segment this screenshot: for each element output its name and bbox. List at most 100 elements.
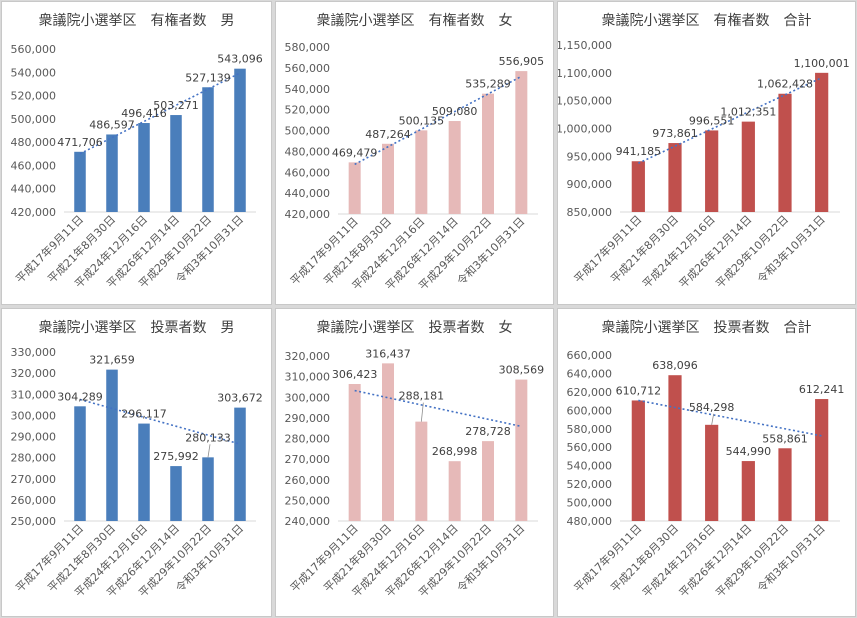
- data-label: 469,479: [332, 146, 378, 159]
- y-tick-label: 300,000: [285, 391, 331, 404]
- data-label: 321,659: [89, 354, 135, 367]
- data-label: 544,990: [726, 445, 772, 458]
- bar: [202, 87, 214, 212]
- y-tick-label: 300,000: [11, 409, 57, 422]
- y-tick-label: 280,000: [285, 433, 331, 446]
- x-axis-ticks: 平成17年9月11日平成21年8月30日平成24年12月16日平成26年12月1…: [571, 521, 828, 599]
- y-tick-label: 500,000: [567, 497, 613, 510]
- bar: [778, 448, 792, 521]
- y-tick-label: 600,000: [567, 404, 613, 417]
- data-label: 612,241: [799, 383, 845, 396]
- y-tick-label: 250,000: [285, 494, 331, 507]
- bars: [74, 369, 246, 521]
- data-label: 1,100,001: [794, 57, 850, 70]
- bar: [815, 72, 829, 212]
- data-label: 306,423: [332, 368, 378, 381]
- data-label: 316,437: [365, 347, 411, 360]
- y-tick-label: 480,000: [567, 515, 613, 528]
- y-tick-label: 500,000: [285, 125, 331, 138]
- y-tick-label: 440,000: [11, 183, 57, 196]
- bar: [668, 375, 682, 521]
- chart-panel-voters-male: 衆議院小選挙区 有権者数 男 420,000 440,000 460,000 480,…: [1, 1, 272, 305]
- trendline: [79, 398, 241, 445]
- bar: [448, 121, 461, 214]
- y-tick-label: 620,000: [567, 386, 613, 399]
- chart-title: 衆議院小選挙区 投票者数 女: [316, 320, 513, 336]
- y-tick-label: 950,000: [567, 150, 613, 163]
- y-tick-label: 460,000: [285, 166, 331, 179]
- chart-panel-voters-total: 衆議院小選挙区 有権者数 合計 850,000 900,000 950,000 1,0…: [557, 1, 856, 305]
- x-tick-label: 令和3年10月31日: [754, 212, 828, 286]
- x-axis-ticks: 平成17年9月11日平成21年8月30日平成24年12月16日平成26年12月1…: [13, 212, 247, 290]
- data-label: 527,139: [185, 71, 231, 84]
- y-tick-label: 310,000: [285, 371, 331, 384]
- data-label: 268,998: [432, 445, 478, 458]
- y-tick-label: 500,000: [11, 113, 57, 126]
- y-tick-label: 640,000: [567, 367, 613, 380]
- bar: [705, 424, 719, 521]
- bar: [382, 363, 394, 521]
- bar: [234, 68, 246, 212]
- y-axis-ticks: 850,000 900,000 950,000 1,000,000 1,050,000 1…: [558, 39, 612, 219]
- bar: [668, 143, 682, 212]
- bar-chart-svg: 250,000 260,000 270,000 280,000 290,000 300,0…: [11, 346, 263, 600]
- data-label: 503,271: [153, 99, 199, 112]
- data-label: 275,992: [153, 450, 199, 463]
- bar: [778, 93, 792, 212]
- bars: [631, 72, 829, 212]
- chart-panel-turnout-male: 衆議院小選挙区 投票者数 男 250,000 260,000 270,000 280,…: [1, 308, 272, 617]
- data-label: 941,185: [616, 145, 662, 158]
- chart-title: 衆議院小選挙区 有権者数 女: [316, 13, 513, 29]
- data-label: 500,135: [399, 114, 445, 127]
- bar: [202, 457, 214, 521]
- bar: [170, 115, 182, 212]
- bar-chart-svg: 420,000 440,000 460,000 480,000 500,000 520,0…: [285, 41, 545, 293]
- data-label: 496,416: [121, 107, 167, 120]
- bar: [106, 369, 118, 521]
- data-label: 543,096: [217, 53, 263, 66]
- chart-panel-turnout-total: 衆議院小選挙区 投票者数 合計 480,000 500,000 520,000 540…: [557, 308, 856, 617]
- data-label: 973,861: [652, 127, 698, 140]
- y-tick-label: 420,000: [285, 208, 331, 221]
- bar: [741, 121, 755, 212]
- bar: [448, 461, 461, 521]
- data-label: 996,551: [689, 114, 735, 127]
- bar: [815, 399, 829, 521]
- y-tick-label: 560,000: [285, 62, 331, 75]
- data-label: 558,861: [762, 432, 808, 445]
- x-tick-label: 令和3年10月31日: [754, 521, 828, 595]
- y-axis-ticks: 420,000 440,000 460,000 480,000 500,000 520,0…: [285, 41, 331, 221]
- y-tick-label: 310,000: [11, 388, 57, 401]
- y-axis-ticks: 480,000 500,000 520,000 540,000 560,000 580,0…: [567, 349, 613, 528]
- y-tick-label: 1,050,000: [558, 95, 612, 108]
- bar: [482, 93, 494, 214]
- y-tick-label: 540,000: [285, 83, 331, 96]
- bar: [515, 71, 528, 214]
- y-tick-label: 420,000: [11, 206, 57, 219]
- y-tick-label: 520,000: [567, 478, 613, 491]
- y-tick-label: 560,000: [567, 441, 613, 454]
- y-tick-label: 240,000: [285, 515, 331, 528]
- y-tick-label: 580,000: [285, 41, 331, 54]
- x-tick-label: 平成17年9月11日: [571, 521, 645, 595]
- data-label: 486,597: [89, 118, 135, 131]
- bar: [741, 461, 755, 521]
- y-tick-label: 520,000: [285, 104, 331, 117]
- x-tick-label: 平成17年9月11日: [571, 212, 645, 286]
- y-axis-ticks: 240,000 250,000 260,000 270,000 280,000 290,0…: [285, 350, 331, 528]
- bar: [631, 161, 645, 212]
- bar: [170, 466, 182, 521]
- data-label: 296,117: [121, 408, 167, 421]
- chart-panel-voters-female: 衆議院小選挙区 有権者数 女 420,000 440,000 460,000 480,…: [275, 1, 554, 305]
- bar: [74, 151, 86, 212]
- trendline: [79, 72, 241, 155]
- data-label: 303,672: [217, 392, 263, 405]
- chart-title: 衆議院小選挙区 有権者数 合計: [601, 13, 812, 29]
- y-tick-label: 260,000: [11, 494, 57, 507]
- x-axis-ticks: 平成17年9月11日平成21年8月30日平成24年12月16日平成26年12月1…: [571, 212, 828, 290]
- bar: [348, 384, 361, 521]
- bar-chart-svg: 240,000 250,000 260,000 270,000 280,000 290,0…: [285, 347, 545, 599]
- bar: [515, 379, 528, 521]
- data-labels: 304,289 321,659 296,117 275,992 280,133 303,6…: [57, 354, 263, 463]
